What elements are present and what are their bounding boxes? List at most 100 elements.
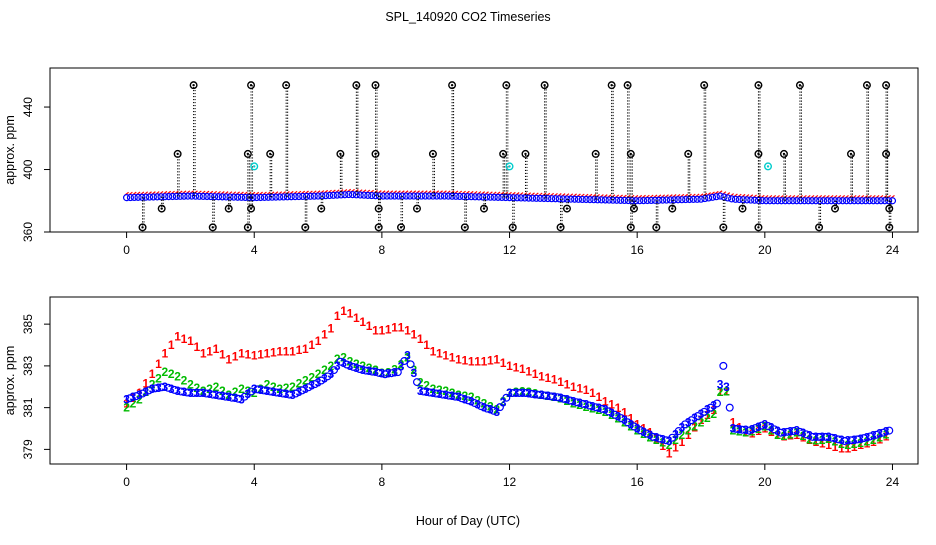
series-2-point: 2: [679, 428, 686, 442]
series-2-point: 2: [334, 352, 341, 366]
baseline-point: [302, 192, 311, 200]
flag-mid-point-dot: [849, 152, 853, 156]
flag-below-point: [885, 204, 894, 213]
baseline-point: [207, 192, 215, 201]
series-3-circle: [330, 366, 339, 375]
baseline-point: [490, 193, 498, 201]
baseline-point: [528, 194, 537, 202]
baseline-point: [689, 195, 697, 203]
series-3-circle: [764, 422, 773, 431]
baseline-point: [333, 191, 341, 199]
series-2-point: 2: [130, 396, 137, 410]
flag-low-point: [754, 223, 763, 232]
baseline-point: [157, 193, 165, 201]
series-3-circle: [495, 403, 504, 412]
series-1-point: 1: [481, 355, 488, 369]
series-3-circle: [719, 361, 728, 370]
baseline-point: [279, 193, 288, 201]
series-1-point: 1: [245, 347, 252, 361]
series-1-point: 1: [302, 342, 309, 356]
series-3-point: 3: [398, 360, 405, 374]
series-1-point: 1: [730, 415, 737, 429]
flag-high-point-dot: [543, 83, 546, 87]
series-1-point: 1: [864, 437, 871, 451]
baseline-point: [253, 193, 261, 202]
series-3-circle: [310, 380, 319, 389]
flag-high-point-dot: [374, 83, 377, 87]
flag-low-point: [301, 223, 310, 232]
baseline-point: [322, 192, 330, 200]
flag-mid-point-dot: [757, 152, 760, 156]
baseline-point: [613, 196, 621, 204]
baseline-point: [310, 192, 318, 200]
series-1-point: 1: [449, 351, 456, 365]
baseline-point: [869, 197, 877, 205]
flag-cyan-point-dot: [766, 165, 770, 168]
baseline-point: [517, 194, 525, 202]
series-1-point: 1: [857, 438, 864, 452]
series-2-point: 2: [474, 393, 481, 407]
series-2-point: 2: [232, 385, 239, 399]
series-3-circle: [400, 357, 409, 366]
flag-below-point-dot: [632, 207, 636, 210]
series-1-point: 1: [838, 442, 845, 456]
series-1-point: 1: [615, 401, 622, 415]
baseline-point: [467, 193, 475, 201]
series-1-point: 1: [379, 323, 386, 337]
series-2-point: 2: [264, 378, 271, 392]
series-3-circle: [623, 418, 632, 427]
series-3-circle: [323, 372, 332, 381]
series-1-point: 1: [193, 340, 200, 354]
baseline-point: [716, 192, 724, 200]
flag-mid-point-dot: [501, 152, 505, 156]
flag-high-point: [282, 81, 291, 90]
baseline-point: [126, 193, 135, 202]
baseline-point: [858, 197, 866, 205]
series-1-point: 1: [442, 348, 449, 362]
baseline-point: [827, 197, 835, 205]
series-2-point: 2: [123, 401, 130, 415]
series-3-circle: [674, 427, 683, 436]
flag-low-point: [138, 223, 147, 232]
series-1-point: 1: [251, 348, 258, 362]
series-2-point: 2: [308, 370, 315, 384]
flag-mid-point-dot: [524, 152, 527, 156]
series-1-point: 1: [723, 385, 730, 399]
flag-below-point-dot: [320, 207, 323, 210]
y-axis-title: approx. ppm: [3, 346, 17, 415]
flag-low-point-dot: [559, 226, 562, 229]
baseline-point: [770, 197, 778, 205]
baseline-point: [368, 191, 376, 200]
series-1-point: 1: [340, 304, 347, 318]
baseline-point: [425, 192, 433, 200]
series-2-point: 2: [787, 427, 794, 441]
x-axis-title: Hour of Day (UTC): [415, 514, 521, 528]
series-3-circle: [502, 393, 511, 402]
flag-below-point-dot: [833, 207, 837, 210]
flag-mid-point: [521, 149, 530, 158]
baseline-point: [509, 194, 517, 202]
series-2-point: 2: [851, 437, 858, 451]
series-3-circle: [725, 403, 734, 412]
series-2-point: 2: [398, 357, 405, 371]
baseline-point: [670, 196, 678, 204]
flag-low-point-dot: [463, 226, 467, 229]
baseline-point: [678, 196, 686, 204]
baseline-point: [360, 191, 368, 199]
baseline-point: [122, 194, 131, 202]
series-1-point: 1: [717, 385, 724, 399]
series-1-point: 1: [493, 353, 500, 367]
flag-high-point: [540, 81, 549, 90]
series-1-point: 1: [430, 344, 437, 358]
series-3-point: 3: [723, 380, 730, 394]
baseline-point: [218, 193, 226, 201]
series-3-point: 3: [679, 421, 686, 435]
series-1-point: 1: [123, 396, 130, 410]
baseline-point: [153, 193, 161, 201]
series-2-point: 2: [276, 382, 283, 396]
flag-cyan-point-dot: [253, 165, 256, 168]
series-3-point: 3: [245, 387, 252, 401]
flag-mid-point: [173, 149, 182, 158]
baseline-point: [230, 193, 238, 201]
baseline-point: [655, 196, 663, 204]
